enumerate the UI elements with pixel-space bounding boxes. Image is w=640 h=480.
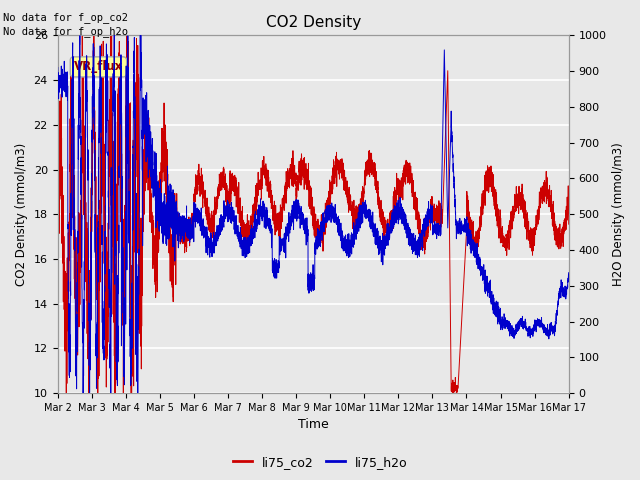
X-axis label: Time: Time bbox=[298, 419, 328, 432]
Text: No data for f_op_co2: No data for f_op_co2 bbox=[3, 12, 128, 23]
Y-axis label: CO2 Density (mmol/m3): CO2 Density (mmol/m3) bbox=[15, 143, 28, 286]
Legend: li75_co2, li75_h2o: li75_co2, li75_h2o bbox=[228, 451, 412, 474]
Text: No data for f_op_h2o: No data for f_op_h2o bbox=[3, 26, 128, 37]
Title: CO2 Density: CO2 Density bbox=[266, 15, 361, 30]
Y-axis label: H2O Density (mmol/m3): H2O Density (mmol/m3) bbox=[612, 143, 625, 286]
Text: VR_flux: VR_flux bbox=[74, 60, 123, 73]
